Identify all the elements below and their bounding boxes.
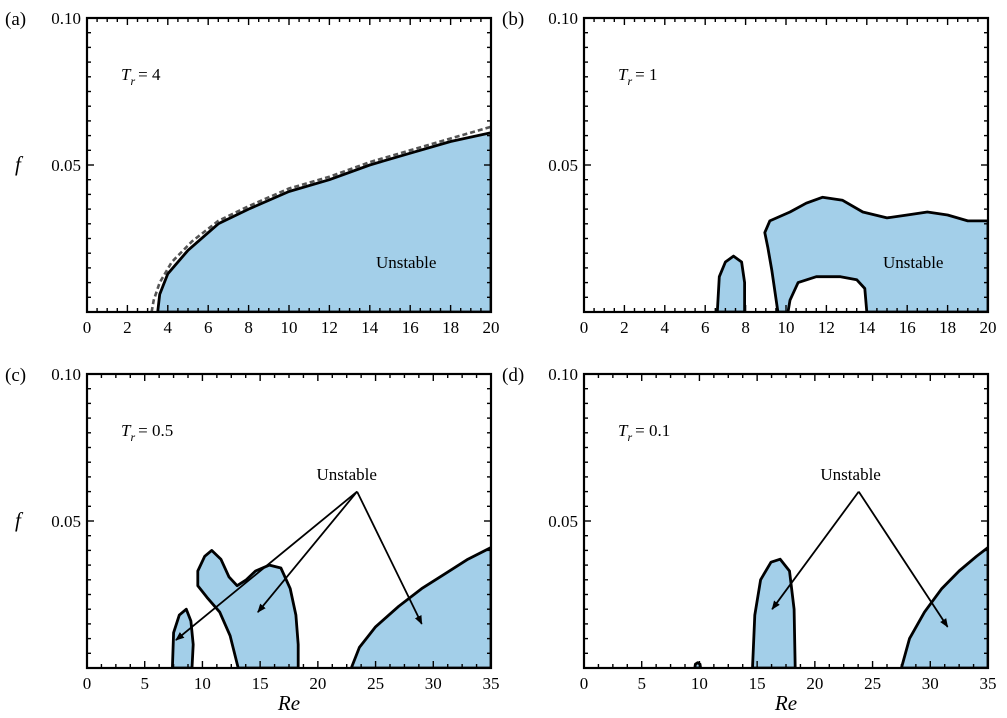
x-tick-label: 20 bbox=[309, 674, 326, 693]
parameter-value: = 0.1 bbox=[635, 421, 670, 440]
panel-a: 0 2 4 6 8 10 12 14 16 18 20 0.05 0.10 (a) f Tr = 4 Unstab… bbox=[5, 9, 500, 337]
panel-label: (c) bbox=[5, 365, 26, 386]
x-tick-label: 18 bbox=[939, 318, 956, 337]
x-tick-label: 14 bbox=[858, 318, 876, 337]
unstable-label: Unstable bbox=[376, 253, 436, 272]
x-tick-label: 0 bbox=[580, 674, 589, 693]
y-tick-label: 0.10 bbox=[51, 365, 81, 384]
x-tick-label: 6 bbox=[204, 318, 213, 337]
x-tick-label: 12 bbox=[321, 318, 338, 337]
dashed-boundary-line bbox=[150, 125, 491, 312]
x-tick-label: 16 bbox=[402, 318, 419, 337]
y-tick-label: 0.10 bbox=[51, 9, 81, 28]
unstable-label: Unstable bbox=[820, 465, 880, 484]
x-tick-label: 5 bbox=[140, 674, 149, 693]
unstable-label: Unstable bbox=[316, 465, 376, 484]
x-tick-label: 8 bbox=[741, 318, 750, 337]
parameter-label: Tr = 4 bbox=[121, 65, 161, 88]
x-tick-label: 30 bbox=[922, 674, 939, 693]
x-tick-label: 15 bbox=[749, 674, 766, 693]
parameter-symbol: T bbox=[618, 421, 629, 440]
unstable-region bbox=[171, 607, 195, 668]
x-tick-label: 4 bbox=[661, 318, 670, 337]
y-tick-label: 0.05 bbox=[51, 156, 81, 175]
plot-area bbox=[693, 546, 988, 668]
y-axis-label: f bbox=[15, 152, 24, 176]
parameter-subscript: r bbox=[627, 74, 632, 88]
x-tick-label: 10 bbox=[691, 674, 708, 693]
parameter-label: Tr = 0.1 bbox=[618, 421, 670, 444]
x-tick-label: 30 bbox=[425, 674, 442, 693]
x-axis-label: Re bbox=[774, 691, 797, 715]
parameter-value: = 0.5 bbox=[138, 421, 173, 440]
x-tick-label: 10 bbox=[778, 318, 795, 337]
y-tick-label: 0.10 bbox=[548, 365, 578, 384]
unstable-region bbox=[196, 549, 300, 668]
panel-d: 0 5 10 15 20 25 30 35 0.05 0.10 (d) Re Tr = 0.1 Unstab… bbox=[502, 365, 997, 715]
x-tick-label: 0 bbox=[83, 318, 92, 337]
annotation-arrow bbox=[175, 490, 358, 641]
x-axis-label: Re bbox=[277, 691, 300, 715]
y-tick-label: 0.05 bbox=[548, 156, 578, 175]
annotation-arrow bbox=[857, 491, 949, 628]
unstable-label: Unstable bbox=[883, 253, 943, 272]
y-tick-label: 0.05 bbox=[51, 512, 81, 531]
x-tick-label: 8 bbox=[244, 318, 253, 337]
parameter-value: = 4 bbox=[138, 65, 161, 84]
y-axis-label: f bbox=[15, 508, 24, 532]
x-tick-label: 20 bbox=[980, 318, 997, 337]
parameter-symbol: T bbox=[121, 421, 132, 440]
annotation-arrow bbox=[257, 491, 358, 613]
plot-area bbox=[715, 195, 988, 312]
x-tick-label: 25 bbox=[864, 674, 881, 693]
x-tick-label: 0 bbox=[83, 674, 92, 693]
unstable-region bbox=[900, 546, 988, 668]
annotation-arrow bbox=[356, 491, 423, 625]
x-tick-label: 25 bbox=[367, 674, 384, 693]
x-tick-label: 5 bbox=[637, 674, 646, 693]
x-tick-label: 14 bbox=[361, 318, 379, 337]
x-tick-label: 35 bbox=[483, 674, 500, 693]
x-tick-label: 12 bbox=[818, 318, 835, 337]
x-tick-label: 16 bbox=[899, 318, 916, 337]
annotation-arrow bbox=[771, 491, 860, 610]
x-tick-label: 10 bbox=[281, 318, 298, 337]
x-tick-label: 20 bbox=[483, 318, 500, 337]
unstable-region bbox=[156, 131, 491, 312]
parameter-label: Tr = 0.5 bbox=[121, 421, 173, 444]
panel-b: 0 2 4 6 8 10 12 14 16 18 20 0.05 0.10 (b) Tr = 1 Unstabl… bbox=[502, 9, 997, 337]
x-tick-label: 0 bbox=[580, 318, 589, 337]
x-tick-label: 20 bbox=[806, 674, 823, 693]
x-tick-label: 4 bbox=[164, 318, 173, 337]
x-tick-label: 18 bbox=[442, 318, 459, 337]
unstable-region bbox=[763, 195, 988, 312]
parameter-subscript: r bbox=[130, 430, 135, 444]
x-tick-label: 2 bbox=[123, 318, 132, 337]
plot-area bbox=[171, 546, 491, 668]
y-tick-label: 0.10 bbox=[548, 9, 578, 28]
plot-area bbox=[150, 125, 491, 312]
parameter-subscript: r bbox=[627, 430, 632, 444]
panel-label: (b) bbox=[502, 9, 524, 30]
panel-c: 0 5 10 15 20 25 30 35 0.05 0.10 (c) f Re Tr = 0.5 Unsta… bbox=[5, 365, 500, 715]
parameter-symbol: T bbox=[121, 65, 132, 84]
parameter-label: Tr = 1 bbox=[618, 65, 657, 88]
panel-label: (d) bbox=[502, 365, 524, 386]
x-tick-label: 2 bbox=[620, 318, 629, 337]
parameter-symbol: T bbox=[618, 65, 629, 84]
panel-label: (a) bbox=[5, 9, 26, 30]
parameter-value: = 1 bbox=[635, 65, 657, 84]
x-tick-label: 15 bbox=[252, 674, 269, 693]
unstable-region bbox=[751, 557, 797, 668]
unstable-region bbox=[715, 254, 746, 312]
unstable-region bbox=[349, 546, 491, 668]
parameter-subscript: r bbox=[130, 74, 135, 88]
x-tick-label: 10 bbox=[194, 674, 211, 693]
x-tick-label: 35 bbox=[980, 674, 997, 693]
y-tick-label: 0.05 bbox=[548, 512, 578, 531]
x-tick-label: 6 bbox=[701, 318, 710, 337]
